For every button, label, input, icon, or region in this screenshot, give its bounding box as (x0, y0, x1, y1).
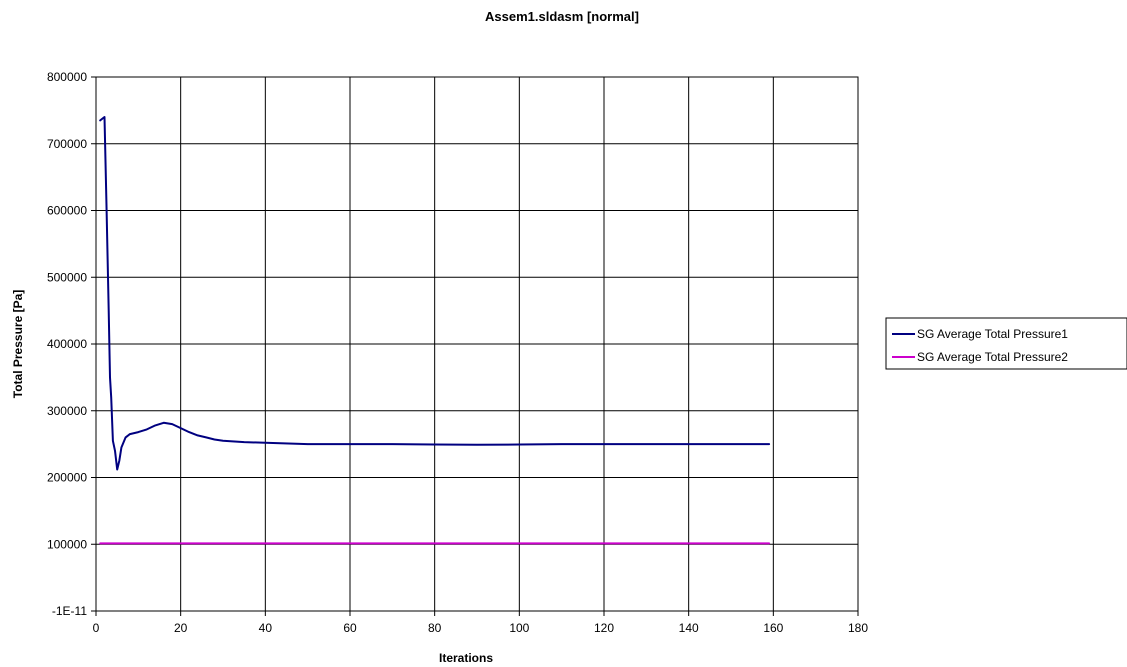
chart-title: Assem1.sldasm [normal] (485, 9, 639, 24)
x-tick-label: 120 (594, 621, 614, 635)
x-tick-label: 140 (679, 621, 699, 635)
x-axis-title: Iterations (439, 651, 493, 665)
y-tick-label: 100000 (47, 537, 87, 551)
legend-box (885, 317, 1127, 370)
plot-area: 0 20 40 60 80 100 120 140 160 180 -1E-11 100000 200… (47, 70, 868, 635)
x-tick-label: 20 (174, 621, 188, 635)
y-axis: -1E-11 100000 200000 300000 400000 500000 6000… (47, 70, 96, 618)
x-tick-label: 100 (509, 621, 529, 635)
y-tick-label: 300000 (47, 404, 87, 418)
x-tick-label: 40 (259, 621, 273, 635)
x-tick-label: 180 (848, 621, 868, 635)
x-tick-label: 160 (763, 621, 783, 635)
legend: SG Average Total Pressure1 SG Average Tot… (885, 317, 1127, 370)
x-tick-label: 0 (93, 621, 100, 635)
legend-label-2: SG Average Total Pressure2 (917, 350, 1068, 364)
y-tick-label: 700000 (47, 137, 87, 151)
y-tick-label: 200000 (47, 471, 87, 485)
y-tick-label: 800000 (47, 70, 87, 84)
y-tick-label: -1E-11 (52, 604, 87, 618)
y-tick-label: 400000 (47, 337, 87, 351)
x-tick-label: 60 (343, 621, 357, 635)
series-layer (99, 116, 771, 545)
y-tick-label: 500000 (47, 270, 87, 284)
y-axis-title: Total Pressure [Pa] (11, 290, 25, 398)
x-tick-label: 80 (428, 621, 442, 635)
legend-label-1: SG Average Total Pressure1 (917, 327, 1068, 341)
series-line-1 (99, 116, 771, 471)
x-axis: 0 20 40 60 80 100 120 140 160 180 (93, 611, 868, 635)
y-tick-label: 600000 (47, 204, 87, 218)
